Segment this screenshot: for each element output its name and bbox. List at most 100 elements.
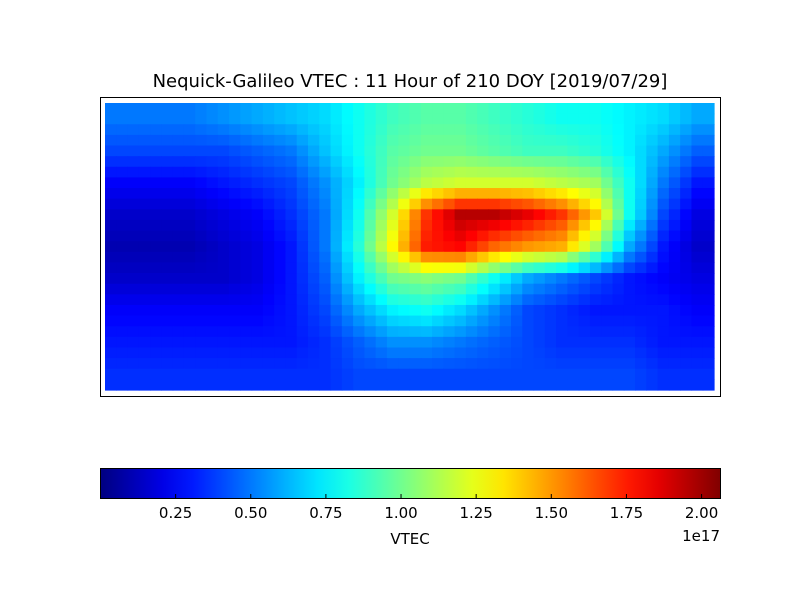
- heatmap-cell: [691, 315, 704, 327]
- heatmap-cell: [623, 336, 636, 349]
- heatmap-cell: [544, 379, 557, 391]
- heatmap-cell: [409, 198, 422, 210]
- heatmap-cell: [601, 113, 614, 125]
- heatmap-cell: [364, 262, 377, 274]
- heatmap-cell: [465, 209, 478, 221]
- heatmap-cell: [635, 177, 647, 189]
- heatmap-cell: [364, 103, 377, 115]
- heatmap-cell: [150, 315, 162, 327]
- heatmap-cell: [567, 262, 580, 274]
- heatmap-cell: [578, 347, 591, 359]
- colorbar-tick-label: 1.50: [535, 504, 568, 522]
- heatmap-cell: [319, 177, 332, 189]
- heatmap-cell: [319, 198, 332, 210]
- heatmap-cell: [623, 241, 636, 253]
- heatmap-cell: [183, 103, 196, 115]
- heatmap-cell: [477, 198, 490, 210]
- heatmap-cell: [488, 113, 501, 125]
- heatmap-cell: [578, 156, 591, 168]
- heatmap-cell: [285, 283, 298, 295]
- heatmap-cell: [105, 134, 117, 147]
- heatmap-cell: [499, 283, 512, 295]
- heatmap-cell: [341, 251, 354, 264]
- heatmap-cell: [116, 188, 129, 200]
- heatmap-cell: [206, 315, 219, 327]
- heatmap-cell: [691, 134, 704, 147]
- heatmap-cell: [465, 177, 478, 189]
- heatmap-cell: [251, 358, 264, 370]
- heatmap-cell: [330, 368, 343, 380]
- heatmap-cell: [556, 304, 568, 317]
- heatmap-cell: [432, 326, 444, 338]
- heatmap-cell: [330, 166, 343, 179]
- heatmap-cell: [589, 347, 602, 359]
- heatmap-cell: [567, 219, 580, 232]
- heatmap-cell: [285, 304, 298, 317]
- heatmap-cell: [138, 241, 151, 253]
- heatmap-cell: [138, 134, 151, 147]
- heatmap-cell: [623, 273, 636, 285]
- heatmap-cell: [511, 188, 523, 200]
- heatmap-cell: [161, 368, 174, 380]
- heatmap-cell: [409, 177, 422, 189]
- heatmap-cell: [341, 166, 354, 179]
- heatmap-cell: [635, 166, 647, 179]
- heatmap-cell: [296, 283, 309, 295]
- heatmap-cell: [251, 166, 264, 179]
- heatmap-cell: [375, 230, 388, 242]
- heatmap-cell: [206, 113, 219, 125]
- heatmap-cell: [702, 315, 715, 327]
- heatmap-cell: [319, 294, 332, 306]
- heatmap-cell: [499, 379, 512, 391]
- heatmap-cell: [420, 283, 433, 295]
- heatmap-cell: [285, 294, 298, 306]
- heatmap-cell: [691, 166, 704, 179]
- heatmap-cell: [285, 230, 298, 242]
- heatmap-cell: [262, 103, 275, 115]
- heatmap-cell: [330, 219, 343, 232]
- heatmap-cell: [353, 103, 365, 115]
- colorbar-ticks: 0.25 0.50 0.75 1.00 1.25 1.50 1.75 2.00: [159, 494, 718, 522]
- heatmap-cell: [105, 166, 117, 179]
- heatmap-cell: [183, 251, 196, 264]
- heatmap-cell: [217, 315, 230, 327]
- heatmap-cell: [589, 124, 602, 136]
- heatmap-cell: [229, 294, 241, 306]
- heatmap-cell: [116, 134, 129, 147]
- heatmap-cell: [319, 156, 332, 168]
- heatmap-cell: [488, 241, 501, 253]
- heatmap-cell: [522, 326, 535, 338]
- heatmap-cell: [364, 166, 377, 179]
- heatmap-cell: [657, 315, 670, 327]
- heatmap-cell: [274, 124, 287, 136]
- heatmap-cell: [375, 209, 388, 221]
- heatmap-cell: [330, 379, 343, 391]
- heatmap-cell: [691, 103, 704, 115]
- heatmap-cell: [691, 283, 704, 295]
- heatmap-cell: [522, 368, 535, 380]
- heatmap-cell: [240, 304, 253, 317]
- heatmap-cell: [116, 379, 129, 391]
- heatmap-cell: [353, 262, 365, 274]
- heatmap-cell: [161, 145, 174, 157]
- heatmap-cell: [398, 283, 411, 295]
- heatmap-cell: [240, 156, 253, 168]
- heatmap-cell: [668, 336, 681, 349]
- heatmap-cell: [127, 219, 140, 232]
- heatmap-cell: [465, 103, 478, 115]
- heatmap-cell: [646, 304, 659, 317]
- heatmap-cell: [488, 156, 501, 168]
- heatmap-cell: [116, 113, 129, 125]
- heatmap-cell: [578, 379, 591, 391]
- heatmap-cell: [206, 379, 219, 391]
- heatmap-cell: [375, 294, 388, 306]
- heatmap-cell: [702, 358, 715, 370]
- heatmap-cell: [499, 188, 512, 200]
- heatmap-cell: [578, 273, 591, 285]
- heatmap-cell: [251, 177, 264, 189]
- heatmap-cell: [262, 134, 275, 147]
- heatmap-cell: [161, 124, 174, 136]
- heatmap-cell: [691, 156, 704, 168]
- heatmap-cell: [262, 368, 275, 380]
- heatmap-cell: [601, 283, 614, 295]
